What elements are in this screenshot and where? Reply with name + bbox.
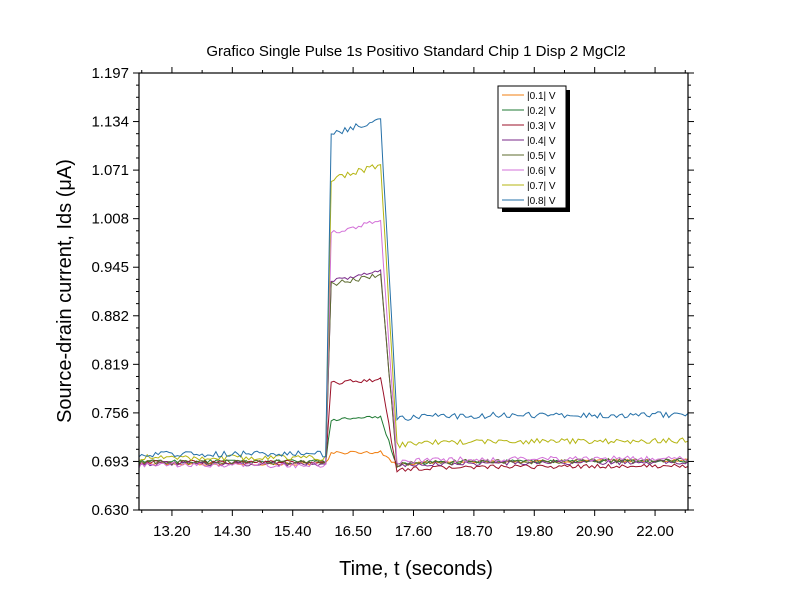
y-tick-label: 0.819 [91,356,129,373]
legend-label: |0.8| V [527,196,556,207]
series-line [138,415,689,466]
y-tick-label: 0.693 [91,453,129,470]
legend-label: |0.1| V [527,91,556,102]
x-tick-label: 17.60 [395,523,433,540]
x-tick-label: 15.40 [274,523,312,540]
series-line [138,163,689,462]
legend-label: |0.2| V [527,106,556,117]
legend-box [497,85,567,209]
x-tick-label: 19.80 [516,523,554,540]
x-axis-title: Time, t (seconds) [339,558,493,580]
y-axis-title: Source-drain current, Ids (μA) [54,159,76,423]
legend-label: |0.5| V [527,151,556,162]
legend-label: |0.3| V [527,121,556,132]
plot-frame [138,72,689,511]
y-tick-label: 0.882 [91,308,129,325]
x-tick-label: 16.50 [334,523,372,540]
legend-label: |0.7| V [527,181,556,192]
legend-label: |0.4| V [527,136,556,147]
x-tick-label: 13.20 [153,523,191,540]
series-line [138,219,689,469]
y-tick-label: 0.756 [91,405,129,422]
y-tick-label: 1.134 [91,114,129,131]
y-tick-label: 1.197 [91,65,129,82]
chart-title: Grafico Single Pulse 1s Positivo Standar… [206,43,625,60]
x-tick-label: 14.30 [214,523,252,540]
x-tick-label: 20.90 [576,523,614,540]
series-line [138,269,689,468]
x-tick-label: 18.70 [455,523,493,540]
y-tick-label: 1.071 [91,162,129,179]
series-line [138,118,689,458]
legend: |0.1| V |0.2| V |0.3| V |0.4| V |0.5| V |0.6|… [497,85,570,212]
legend-label: |0.6| V [527,166,556,177]
y-tick-label: 0.945 [91,259,129,276]
y-tick-label: 1.008 [91,211,129,228]
y-tick-label: 0.630 [91,502,129,519]
x-tick-label: 22.00 [636,523,674,540]
